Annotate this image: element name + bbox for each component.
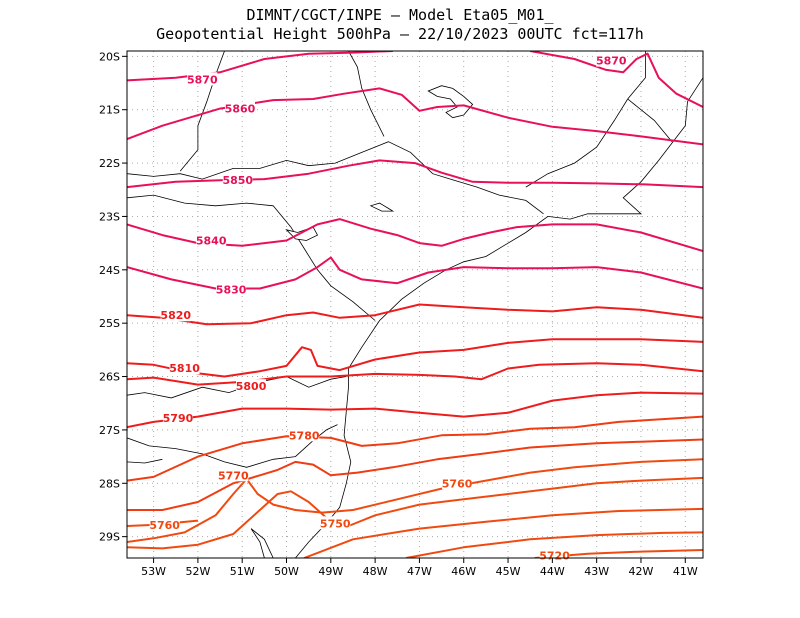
contour-5870	[530, 51, 703, 108]
map-title-line-2: Geopotential Height 500hPa – 22/10/2023 …	[156, 25, 644, 43]
interior-boundary-north	[127, 141, 544, 215]
contour-label-5810: 5810	[169, 362, 200, 375]
tick-label-lon: 45W	[496, 565, 521, 578]
contour-label-bg	[442, 476, 473, 490]
contour-5820	[127, 303, 703, 326]
furnas-reservoir	[427, 85, 474, 119]
contour-5870	[127, 51, 393, 82]
contour-5730	[405, 531, 703, 558]
contour-label-bg	[289, 428, 320, 442]
contour-5810	[127, 338, 703, 378]
contour-5770	[127, 438, 703, 511]
contour-label-5850: 5850	[222, 174, 253, 187]
tick-label-lat: 24S	[99, 264, 120, 277]
tick-label-lat: 28S	[99, 477, 120, 490]
longitude-ticks: 53W 52W 51W 50W 49W 48W 47W 46W 45W 44W 43W 42W 41W	[141, 558, 698, 578]
contour-label-5760: 5760	[149, 519, 180, 532]
reservoir-sp-east	[369, 202, 395, 212]
contour-label-5870: 5870	[596, 55, 627, 68]
brazil-atlantic-coast	[295, 77, 703, 558]
tick-label-lon: 44W	[540, 565, 565, 578]
contour-5760	[127, 458, 703, 543]
contour-label-bg	[149, 517, 180, 531]
tick-label-lon: 49W	[318, 565, 343, 578]
contour-label-5860: 5860	[225, 103, 256, 116]
tick-label-lon: 48W	[363, 565, 388, 578]
tick-label-lon: 53W	[141, 565, 166, 578]
interior-boundary-rj	[627, 98, 673, 142]
contour-label-5760: 5760	[442, 477, 473, 490]
contour-label-5800: 5800	[236, 380, 267, 393]
interior-boundary-west	[127, 194, 376, 321]
contour-label-5770: 5770	[218, 469, 249, 482]
interior-boundary-es	[525, 51, 646, 188]
tick-label-lon: 52W	[185, 565, 210, 578]
contour-label-bg	[196, 233, 227, 247]
contour-label-5750: 5750	[320, 517, 351, 530]
tick-label-lat: 29S	[99, 531, 120, 544]
contour-5780	[127, 415, 703, 482]
contour-label-bg	[169, 361, 200, 375]
tick-label-lon: 47W	[407, 565, 432, 578]
tick-label-lon: 46W	[451, 565, 476, 578]
tick-label-lon: 42W	[629, 565, 654, 578]
contour-label-bg	[160, 308, 191, 322]
contour-5790	[127, 391, 703, 429]
tick-label-lon: 43W	[584, 565, 609, 578]
tick-label-lat: 20S	[99, 50, 120, 63]
water-bodies	[250, 85, 474, 558]
contour-label-5780: 5780	[289, 429, 320, 442]
contour-label-bg	[236, 379, 267, 393]
contour-label-5720: 5720	[539, 549, 570, 562]
contour-label-bg	[216, 282, 247, 296]
contour-label-5830: 5830	[216, 284, 247, 297]
contour-label-bg	[222, 173, 253, 187]
patos-lagoon	[250, 528, 274, 558]
contour-label-5790: 5790	[163, 412, 194, 425]
tick-label-lat: 21S	[99, 104, 120, 117]
contour-label-bg	[187, 72, 218, 86]
contour-label-5870: 5870	[187, 73, 218, 86]
contour-5740	[303, 507, 703, 558]
contour-labels: 5870 5870 5860 5850 5840 5830 5820 5810 5800 5790…	[149, 53, 627, 562]
interior-boundary-rs-south	[127, 458, 163, 464]
tick-label-lon: 50W	[274, 565, 299, 578]
contour-label-bg	[596, 53, 627, 67]
plot-frame	[126, 50, 704, 559]
tick-label-lat: 23S	[99, 210, 120, 223]
tick-label-lon: 51W	[230, 565, 255, 578]
contour-5800	[127, 362, 703, 386]
tick-label-lat: 22S	[99, 157, 120, 170]
contour-label-5840: 5840	[196, 234, 227, 247]
contour-label-5820: 5820	[160, 309, 191, 322]
tick-label-lat: 27S	[99, 424, 120, 437]
tick-label-lat: 26S	[99, 371, 120, 384]
tick-label-lon: 41W	[673, 565, 698, 578]
latitude-ticks: 20S 21S 22S 23S 24S 25S 26S 27S 28S 29S	[99, 50, 127, 544]
map-title-line-1: DIMNT/CGCT/INPE – Model Eta05_M01_	[246, 6, 554, 24]
contour-label-bg	[320, 516, 351, 530]
contour-label-bg	[224, 101, 255, 115]
tick-label-lat: 25S	[99, 317, 120, 330]
interior-boundary-mg-east	[348, 51, 385, 137]
contour-5840	[127, 218, 703, 253]
contour-label-bg	[218, 468, 249, 482]
contour-label-bg	[162, 411, 193, 425]
